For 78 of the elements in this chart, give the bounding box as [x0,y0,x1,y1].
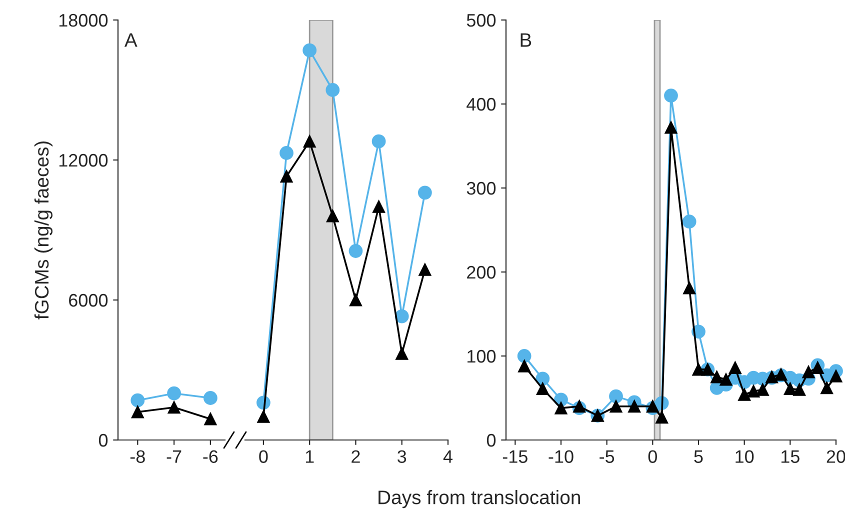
point [167,386,181,400]
point [811,362,824,374]
point [682,214,696,229]
point [130,393,145,408]
point [830,370,842,382]
point [820,382,834,394]
y-tick-label: 500 [466,14,496,27]
point [257,410,270,423]
point [418,186,432,200]
point [747,385,760,398]
y-tick-label: 12000 [59,154,108,167]
point [204,412,217,426]
point [720,373,732,386]
point [203,391,218,405]
y-axis-title: fGCMs (ng/g faeces) [34,142,53,320]
x-tick-label: 3 [398,450,406,463]
point [348,244,363,258]
point [609,389,623,404]
x-tick-label: -8 [130,450,145,463]
point [326,210,339,222]
y-tick-label: 0 [98,434,108,447]
point [656,411,668,424]
x-tick-label: -15 [502,450,528,463]
point [738,388,751,401]
x-axis-title: Days from translocation [378,490,580,508]
point [536,372,550,386]
point [394,309,409,324]
point [396,347,408,360]
point [280,146,294,160]
point [728,362,742,374]
x-tick-label: 20 [826,450,845,463]
y-tick-label: 400 [466,98,496,111]
point [756,383,769,396]
y-tick-label: 6000 [69,294,108,307]
point [326,83,340,97]
point [131,406,144,418]
point [372,134,386,148]
point [303,135,316,148]
point [784,382,796,396]
x-tick-label: -10 [548,450,574,463]
y-tick-label: 200 [467,266,496,279]
x-tick-label: 2 [352,450,360,463]
point [280,170,293,183]
point [302,43,317,58]
y-tick-label: 100 [468,350,496,363]
x-tick-label: 15 [782,450,800,463]
point [664,88,678,103]
point [793,383,806,396]
point [646,400,659,413]
x-tick-label: -6 [203,450,218,463]
point [664,121,678,134]
x-tick-label: 5 [694,450,703,463]
point [710,370,724,384]
x-tick-label: 0 [648,450,657,463]
x-tick-label: 1 [306,450,314,463]
point [683,282,696,294]
point [573,400,586,413]
y-tick-label: 300 [466,182,496,195]
point [610,400,622,413]
point [372,200,386,213]
x-tick-label: 10 [736,450,754,463]
point [554,402,568,414]
x-tick-label: 0 [259,450,268,463]
annotation: B [520,33,532,47]
x-tick-label: -5 [600,450,614,463]
annotation: A [124,33,138,47]
point [518,360,531,372]
point [517,349,532,363]
point [168,401,180,414]
point [349,294,362,306]
y-tick-label: 0 [486,434,496,447]
point [802,366,815,378]
point [418,263,432,276]
x-tick-label: -7 [166,450,182,463]
y-tick-label: 18000 [59,14,108,27]
point [628,400,641,413]
point [536,382,549,396]
x-tick-label: 4 [443,450,452,463]
